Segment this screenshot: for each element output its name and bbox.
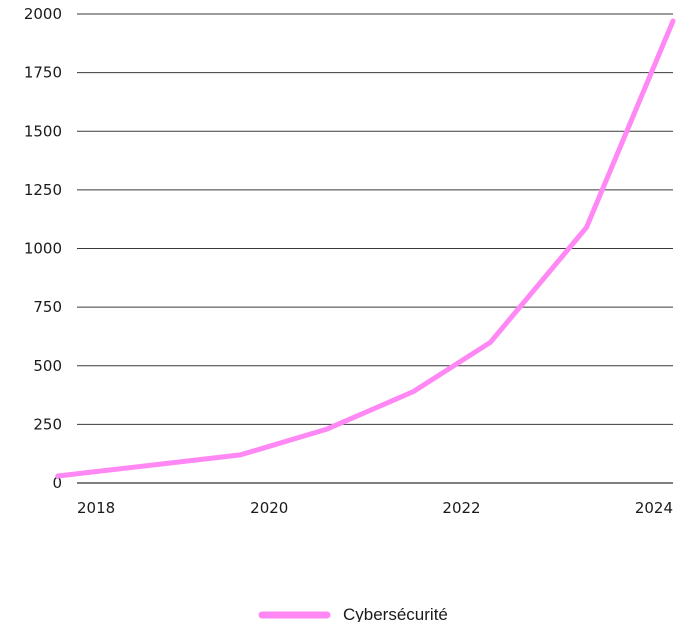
series-lines bbox=[55, 18, 676, 479]
x-axis-ticks: 2018 2020 2022 2024 bbox=[77, 499, 673, 517]
y-tick-label: 250 bbox=[33, 415, 62, 433]
y-tick-label: 750 bbox=[33, 298, 62, 316]
x-tick-label: 2022 bbox=[442, 499, 480, 517]
y-tick-label: 500 bbox=[33, 357, 62, 375]
legend-label: Cybersécurité bbox=[343, 605, 448, 622]
x-tick-label: 2020 bbox=[250, 499, 288, 517]
y-axis-ticks: 0 250 500 750 1000 1250 1500 1750 2000 bbox=[24, 5, 62, 492]
y-tick-label: 0 bbox=[52, 474, 62, 492]
x-tick-label: 2018 bbox=[77, 499, 115, 517]
y-tick-label: 1000 bbox=[24, 240, 62, 258]
x-tick-label: 2024 bbox=[635, 499, 673, 517]
y-tick-label: 1250 bbox=[24, 181, 62, 199]
series-line-0 bbox=[55, 18, 676, 479]
y-tick-label: 1500 bbox=[24, 122, 62, 140]
y-tick-label: 1750 bbox=[24, 64, 62, 82]
grid-lines bbox=[77, 13, 673, 484]
legend: Cybersécurité bbox=[258, 605, 448, 622]
y-tick-label: 2000 bbox=[24, 5, 62, 23]
